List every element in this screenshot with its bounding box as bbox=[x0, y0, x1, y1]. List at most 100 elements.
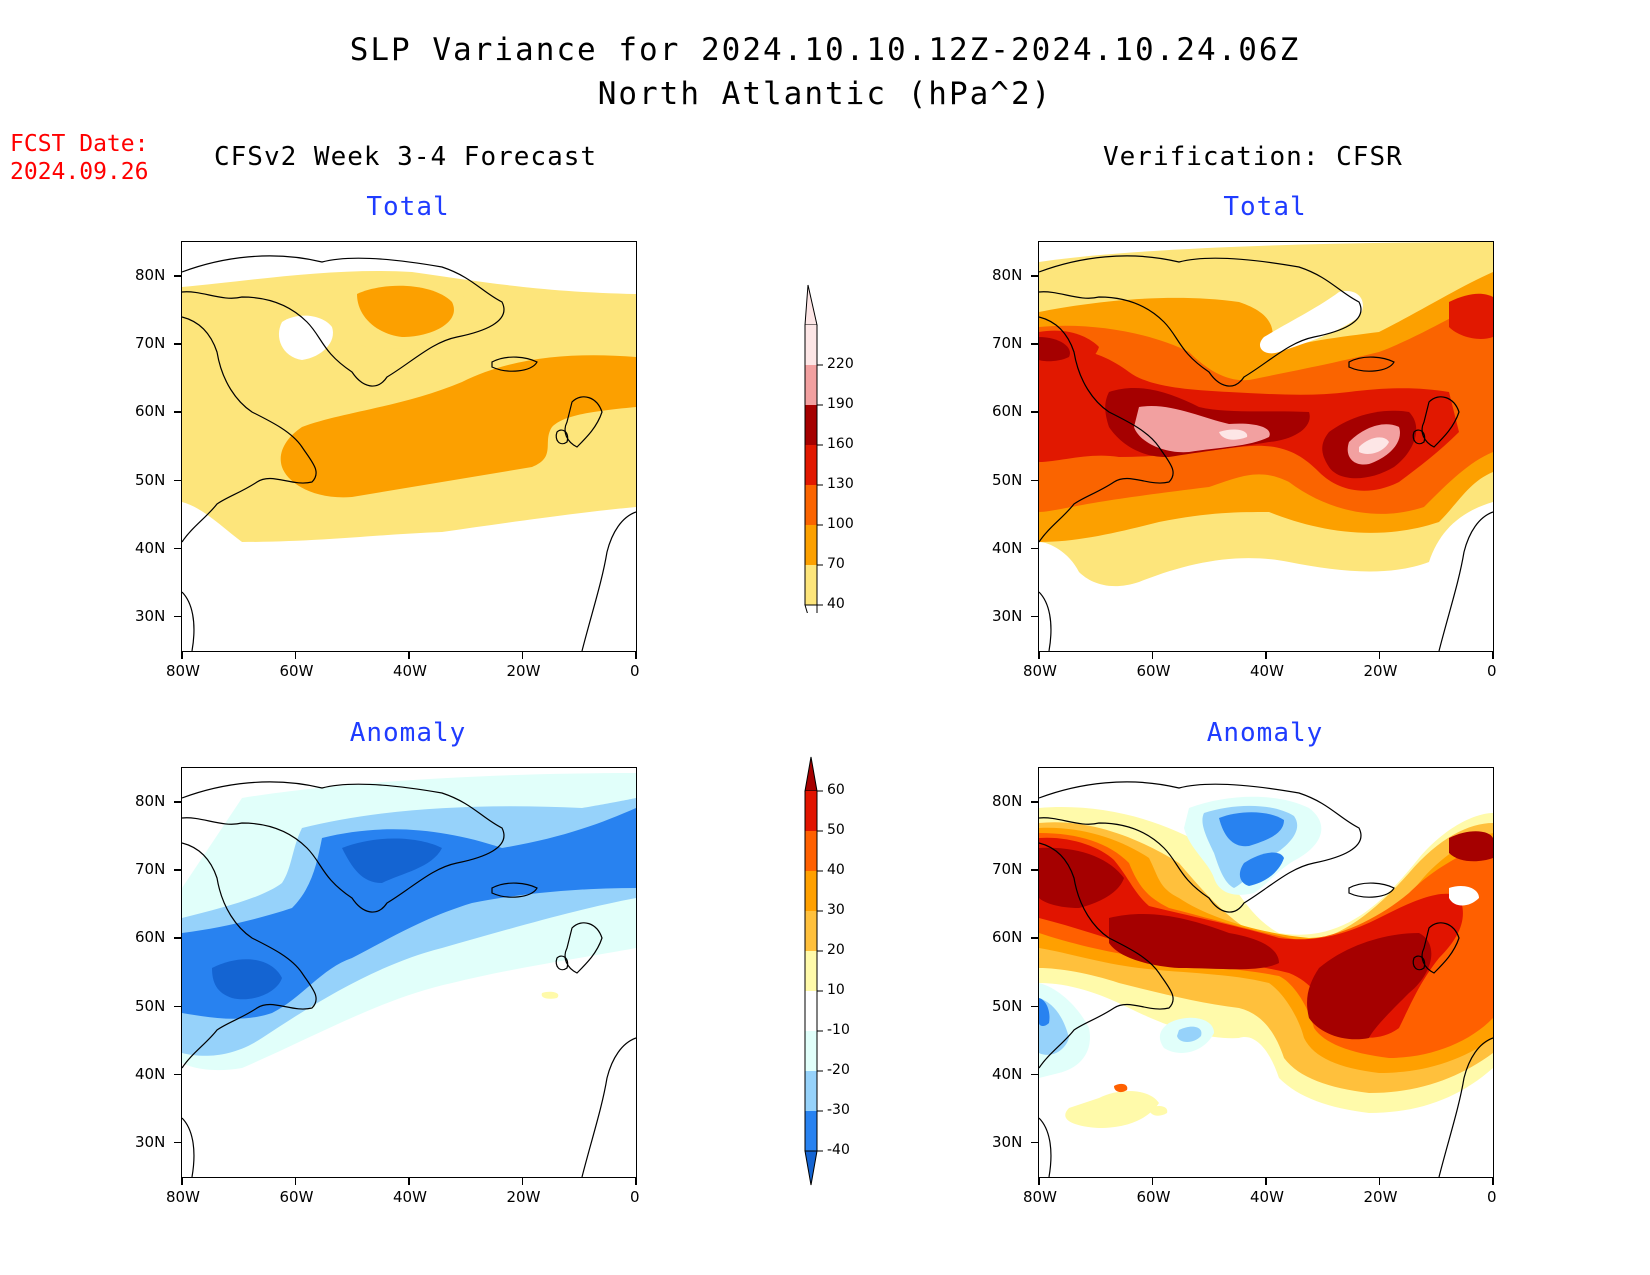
lon-tick-label: 20W bbox=[1363, 662, 1398, 680]
colorbar-box bbox=[805, 911, 817, 951]
lat-tick-mark bbox=[174, 1005, 181, 1008]
lat-tick-mark bbox=[174, 479, 181, 482]
lat-tick-mark bbox=[174, 801, 181, 803]
lon-tick-label: 60W bbox=[1136, 662, 1171, 680]
lat-tick-label: 30N bbox=[992, 606, 1023, 625]
forecast-anomaly-map bbox=[181, 767, 637, 1178]
lat-tick-mark bbox=[1031, 937, 1038, 939]
colorbar-tick-label: -10 bbox=[827, 1022, 850, 1038]
lon-tick-label: 0 bbox=[1487, 662, 1497, 680]
lat-tick-label: 50N bbox=[992, 996, 1023, 1015]
lon-tick-mark bbox=[294, 652, 296, 659]
lat-tick-label: 70N bbox=[992, 860, 1023, 879]
colorbar-box bbox=[805, 791, 817, 831]
colorbar-tick-label: 220 bbox=[827, 356, 854, 372]
lon-tick-label: 60W bbox=[279, 662, 314, 680]
colorbar-tick-label: 40 bbox=[827, 862, 845, 878]
lat-tick-mark bbox=[1031, 343, 1038, 345]
forecast-column-title: CFSv2 Week 3-4 Forecast bbox=[214, 142, 598, 172]
lat-tick-label: 40N bbox=[992, 1064, 1023, 1083]
colorbar-tick-label: 130 bbox=[827, 476, 854, 492]
lat-tick-label: 30N bbox=[135, 606, 166, 625]
lon-tick-mark bbox=[1492, 1178, 1494, 1185]
forecast-total-map bbox=[181, 241, 637, 652]
colorbar-tick-label: 190 bbox=[827, 396, 854, 412]
lon-tick-mark bbox=[1038, 1178, 1040, 1185]
colorbar-top-wedge bbox=[804, 284, 818, 326]
colorbar-box bbox=[805, 991, 817, 1031]
colorbar-box bbox=[805, 485, 817, 525]
lat-tick-mark bbox=[174, 1073, 181, 1076]
lon-tick-mark bbox=[181, 1178, 183, 1185]
colorbar-bottom-wedge bbox=[804, 1150, 818, 1186]
lat-tick-label: 60N bbox=[135, 402, 166, 421]
lat-tick-mark bbox=[1031, 869, 1038, 871]
lon-tick-mark bbox=[1265, 652, 1267, 659]
lat-tick-mark bbox=[174, 1141, 181, 1144]
lon-tick-label: 80W bbox=[1023, 662, 1057, 680]
lon-tick-mark bbox=[521, 652, 523, 659]
lon-tick-label: 40W bbox=[393, 662, 427, 680]
colorbar-tick-label: 20 bbox=[827, 942, 845, 958]
lon-tick-label: 40W bbox=[1250, 1188, 1284, 1206]
fcst-date-label: FCST Date: bbox=[10, 131, 149, 157]
lon-tick-mark bbox=[1151, 1178, 1153, 1185]
colorbar-box bbox=[805, 831, 817, 871]
lat-tick-label: 40N bbox=[135, 1064, 166, 1083]
lon-tick-label: 0 bbox=[630, 1188, 640, 1206]
lon-tick-label: 80W bbox=[166, 1188, 200, 1206]
colorbar-tick-label: 70 bbox=[827, 556, 845, 572]
lat-tick-mark bbox=[1031, 411, 1038, 413]
colorbar-tick-label: 30 bbox=[827, 902, 845, 918]
lat-tick-mark bbox=[1031, 1141, 1038, 1144]
lat-tick-label: 30N bbox=[992, 1132, 1023, 1151]
lat-tick-label: 70N bbox=[135, 334, 166, 353]
colorbar-box bbox=[805, 1111, 817, 1151]
lat-tick-label: 80N bbox=[135, 792, 166, 811]
forecast-anomaly-title: Anomaly bbox=[349, 718, 467, 748]
anomaly-colorbar bbox=[804, 756, 823, 1186]
lat-tick-mark bbox=[1031, 615, 1038, 618]
colorbar-tick-label: -30 bbox=[827, 1102, 850, 1118]
main-subtitle: North Atlantic (hPa^2) bbox=[597, 76, 1053, 112]
colorbar-tick-label: 160 bbox=[827, 436, 854, 452]
lon-tick-mark bbox=[1151, 652, 1153, 659]
lat-tick-mark bbox=[174, 615, 181, 618]
lon-tick-label: 0 bbox=[1487, 1188, 1497, 1206]
lon-tick-mark bbox=[1038, 652, 1040, 659]
lat-tick-label: 50N bbox=[135, 470, 166, 489]
verification-anomaly-map bbox=[1038, 767, 1494, 1178]
colorbar-box bbox=[805, 871, 817, 911]
lon-tick-label: 60W bbox=[279, 1188, 314, 1206]
colorbar-tick-label: 100 bbox=[827, 516, 854, 532]
lon-tick-mark bbox=[635, 1178, 637, 1185]
colorbar-tick-label: -40 bbox=[827, 1142, 850, 1158]
colorbar-box bbox=[805, 1071, 817, 1111]
lat-tick-label: 60N bbox=[992, 928, 1023, 947]
lon-tick-mark bbox=[1265, 1178, 1267, 1185]
fcst-date-value: 2024.09.26 bbox=[10, 159, 149, 185]
lon-tick-mark bbox=[1378, 1178, 1380, 1185]
colorbar-top-wedge bbox=[804, 756, 818, 792]
colorbar-box bbox=[805, 525, 817, 565]
lat-tick-mark bbox=[1031, 547, 1038, 550]
lon-tick-label: 0 bbox=[630, 662, 640, 680]
lat-tick-label: 60N bbox=[135, 928, 166, 947]
lon-tick-label: 40W bbox=[1250, 662, 1284, 680]
lat-tick-mark bbox=[174, 547, 181, 550]
lat-tick-mark bbox=[174, 343, 181, 345]
colorbar-box bbox=[805, 325, 817, 365]
lon-tick-label: 20W bbox=[1363, 1188, 1398, 1206]
lon-tick-mark bbox=[408, 1178, 410, 1185]
lat-tick-mark bbox=[174, 275, 181, 277]
colorbar-box bbox=[805, 565, 817, 605]
lat-tick-mark bbox=[1031, 1005, 1038, 1008]
lat-tick-mark bbox=[1031, 479, 1038, 482]
colorbar-box bbox=[805, 405, 817, 445]
colorbar-tick-label: 60 bbox=[827, 782, 845, 798]
total-colorbar bbox=[804, 284, 823, 613]
lat-tick-label: 60N bbox=[992, 402, 1023, 421]
lon-tick-mark bbox=[1378, 652, 1380, 659]
colorbar-tick-label: -20 bbox=[827, 1062, 850, 1078]
forecast-total-title: Total bbox=[366, 192, 450, 222]
